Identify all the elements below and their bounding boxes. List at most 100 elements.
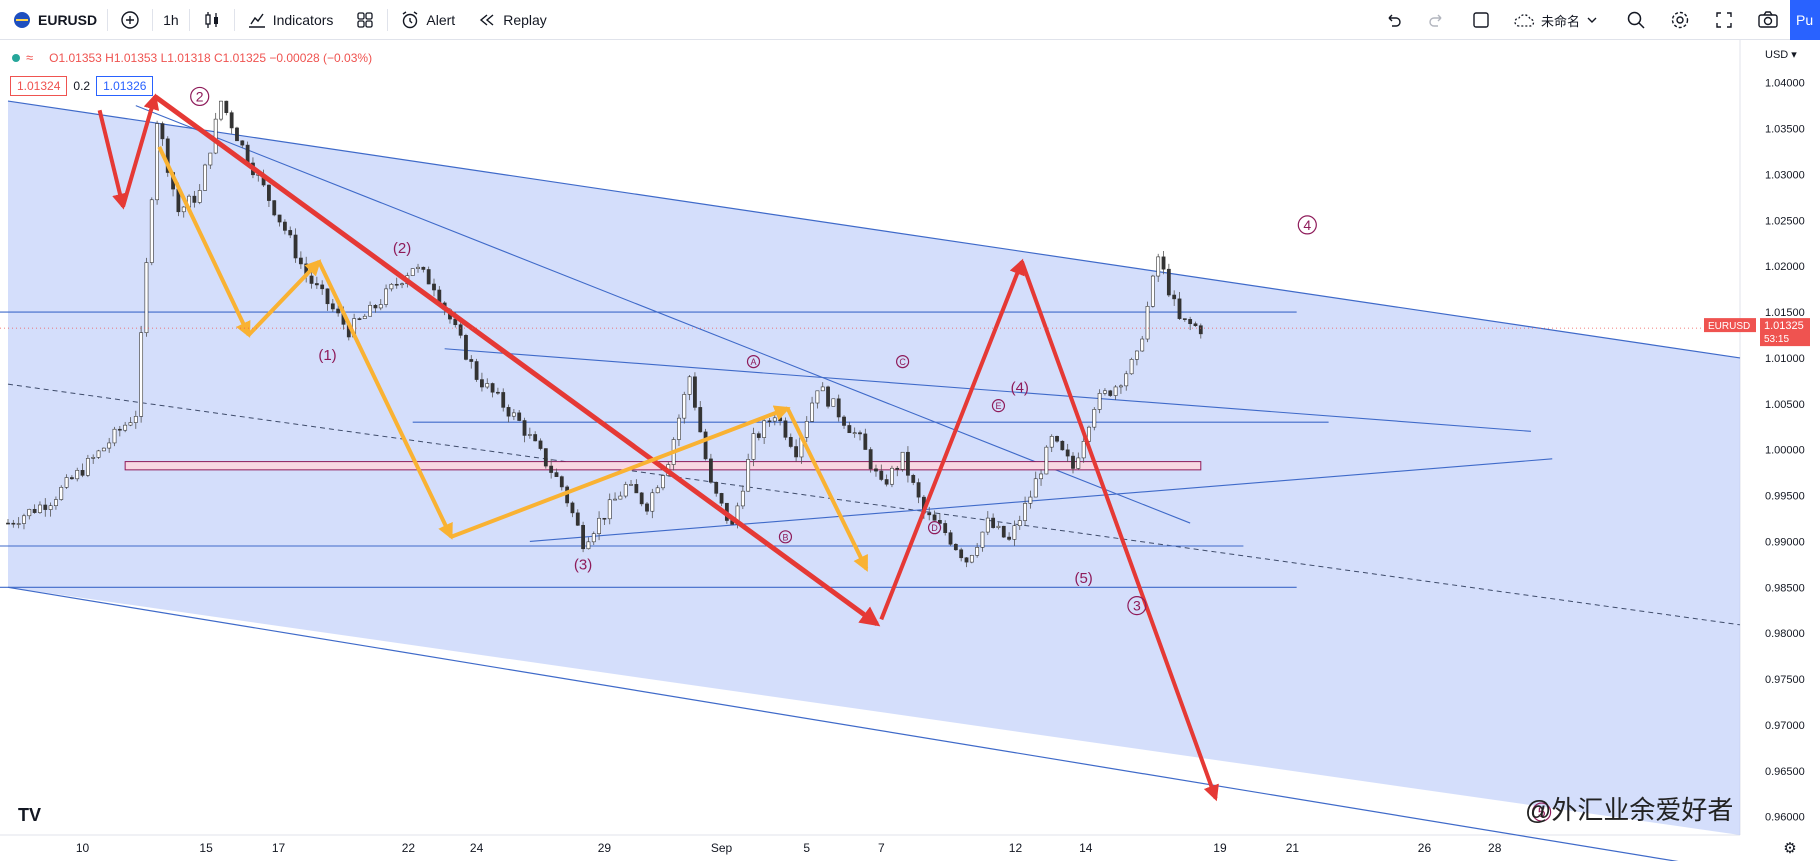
candle-body <box>719 493 724 504</box>
candle-body <box>1161 256 1166 270</box>
candle-body <box>325 288 330 305</box>
wave-label-5[interactable]: (5) <box>1074 570 1092 587</box>
time-tick-label: 7 <box>878 841 885 855</box>
price-axis[interactable]: USD ▾ 1.04000 1.03500 1.03000 1.02500 1.02000… <box>0 49 1810 824</box>
candle-body <box>714 481 719 494</box>
redo-button[interactable] <box>1415 0 1459 40</box>
candle-body <box>149 199 154 263</box>
symbol-search-button[interactable]: EURUSD <box>0 0 107 40</box>
candle-body <box>948 532 953 545</box>
current-price-tag[interactable]: 1.01325 <box>1764 320 1804 332</box>
wave-label-E[interactable]: E <box>995 401 1001 411</box>
wave-label-4[interactable]: (4) <box>1011 379 1029 396</box>
time-tick-label: 28 <box>1488 841 1502 855</box>
wave-label-2[interactable]: 2 <box>196 88 204 104</box>
candle-body <box>549 465 554 473</box>
wave-label-C[interactable]: C <box>899 357 906 367</box>
wave-label-5[interactable]: 5 <box>1538 804 1546 820</box>
time-tick-label: 26 <box>1418 841 1432 855</box>
trend-line-abc-upper[interactable] <box>444 348 1531 432</box>
candle-body <box>197 190 202 203</box>
candle-body <box>1087 426 1091 442</box>
candle-body <box>831 398 836 407</box>
channel-lower-line[interactable] <box>7 586 1740 861</box>
arrow-wave-2-up[interactable] <box>121 93 160 208</box>
ask-price-box[interactable]: 1.01326 <box>96 76 154 96</box>
tradingview-logo[interactable]: TV <box>18 805 42 825</box>
wave-label-B[interactable]: B <box>782 532 788 542</box>
bid-price-box[interactable]: 1.01324 <box>10 76 68 96</box>
candle-body <box>868 449 873 470</box>
settings-button[interactable] <box>1658 0 1702 40</box>
candle-body <box>224 100 229 113</box>
trend-line-abc-lower[interactable] <box>529 458 1553 542</box>
axis-settings-gear-icon[interactable]: ⚙ <box>1783 840 1796 857</box>
wave-label-1[interactable]: (1) <box>318 347 336 364</box>
candle-body <box>1177 298 1182 319</box>
candles-icon <box>200 8 224 32</box>
time-axis[interactable]: 10 15 17 22 24 29 Sep 5 7 12 14 19 21 26 28 ⚙ <box>76 840 1797 857</box>
candle-body <box>506 407 511 417</box>
candle-body <box>48 505 53 510</box>
wave-label-3[interactable]: 3 <box>1133 598 1141 614</box>
candle-body <box>698 407 703 433</box>
candle-body <box>495 391 500 394</box>
chart-canvas[interactable]: 2 (2) (1) (3) A B C D E (4) (5) 3 4 5 USD ▾ 1.04000 1.0… <box>0 40 1820 861</box>
arrow-sub-wave-4[interactable] <box>450 405 791 539</box>
arrow-sub-wave-1[interactable] <box>157 146 251 338</box>
candle-body <box>858 432 862 435</box>
wave-arrows[interactable] <box>97 93 1219 802</box>
wave-label-D[interactable]: D <box>931 523 938 533</box>
arrow-wave-3-down[interactable] <box>153 94 881 627</box>
publish-button[interactable]: Pu <box>1790 0 1820 40</box>
candle-body <box>847 425 852 434</box>
wave-label-circle <box>746 355 761 369</box>
candle-body <box>613 498 617 501</box>
trend-line-wave2[interactable] <box>135 105 1191 524</box>
candle-body <box>826 386 830 407</box>
arrow-wave-5-down[interactable] <box>1019 260 1219 802</box>
toolbar-divider <box>233 8 235 31</box>
channel-upper-line[interactable] <box>7 100 1741 359</box>
wave-label-4[interactable]: 4 <box>1303 217 1311 233</box>
undo-button[interactable] <box>1371 0 1415 40</box>
wave-labels[interactable]: 2 (2) (1) (3) A B C D E (4) (5) 3 4 5 <box>190 86 1552 822</box>
candle-body <box>623 484 628 497</box>
candle-body <box>1166 268 1171 296</box>
wave-label-3[interactable]: (3) <box>574 556 592 573</box>
replay-button[interactable]: Replay <box>465 0 557 40</box>
wave-label-2[interactable]: (2) <box>393 240 411 257</box>
toolbar-divider <box>152 8 154 31</box>
candle-body <box>517 412 522 421</box>
indicators-button[interactable]: Indicators <box>235 0 344 40</box>
candle-body <box>432 283 436 291</box>
arrow-wave-4-up[interactable] <box>879 258 1025 621</box>
arrow-sub-wave-3[interactable] <box>317 260 453 540</box>
candle-body <box>629 484 633 486</box>
candle-body <box>511 412 516 417</box>
layout-button[interactable] <box>1459 0 1503 40</box>
candle-body <box>501 392 506 408</box>
interval-button[interactable]: 1h <box>153 0 189 40</box>
fullscreen-button[interactable] <box>1702 0 1746 40</box>
wave-label-A[interactable]: A <box>750 357 756 367</box>
currency-label[interactable]: USD ▾ <box>1765 49 1797 61</box>
snapshot-button[interactable] <box>1746 0 1790 40</box>
chart-area[interactable]: 2 (2) (1) (3) A B C D E (4) (5) 3 4 5 USD ▾ 1.04000 1.0… <box>0 40 1820 861</box>
candle-body <box>96 450 101 458</box>
indicators-icon <box>245 8 269 32</box>
arrow-sub-wave-2[interactable] <box>247 259 322 337</box>
alert-button[interactable]: Alert <box>388 0 465 40</box>
search-button[interactable] <box>1614 0 1658 40</box>
templates-button[interactable] <box>343 0 387 40</box>
price-tick-label: 1.01000 <box>1765 353 1805 365</box>
candle-body <box>943 523 948 533</box>
channel-median-line[interactable] <box>7 383 1741 626</box>
arrow-wave-1-down[interactable] <box>97 109 128 210</box>
layout-name-button[interactable]: 未命名 <box>1503 0 1614 40</box>
candle-body <box>394 283 399 286</box>
arrow-sub-wave-5[interactable] <box>785 407 869 572</box>
compare-button[interactable] <box>108 0 152 40</box>
candle-body <box>1140 338 1145 352</box>
chart-type-button[interactable] <box>190 0 234 40</box>
